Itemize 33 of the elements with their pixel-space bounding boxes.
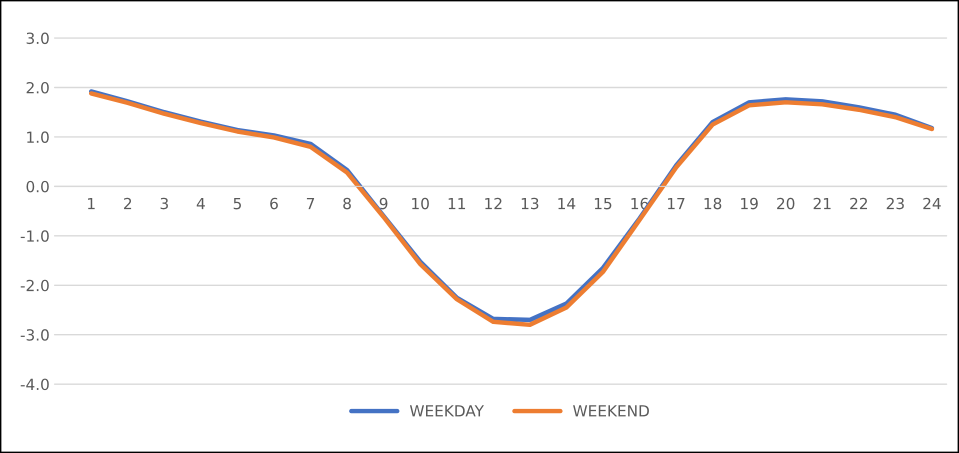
x-tick-label: 11 bbox=[448, 198, 466, 210]
x-tick-label: 1 bbox=[88, 198, 95, 210]
x-tick-label: 23 bbox=[886, 198, 904, 210]
x-tick-label: 8 bbox=[343, 198, 351, 210]
y-tick-label: 2.0 bbox=[26, 82, 49, 94]
x-tick-label: 4 bbox=[196, 198, 205, 210]
x-tick-label: 6 bbox=[270, 198, 278, 210]
x-tick-label: 5 bbox=[234, 198, 241, 210]
x-tick-label: 10 bbox=[412, 198, 429, 210]
x-tick-label: 9 bbox=[380, 198, 388, 210]
y-tick-label: -1.0 bbox=[20, 230, 49, 242]
x-tick-label: 24 bbox=[923, 198, 941, 210]
x-tick-label: 18 bbox=[704, 198, 722, 210]
y-tick-label: -2.0 bbox=[20, 280, 49, 292]
y-tick-label: 1.0 bbox=[27, 131, 49, 143]
legend-label: WEEKDAY bbox=[410, 405, 484, 416]
x-tick-label: 13 bbox=[522, 198, 538, 210]
x-tick-label: 15 bbox=[594, 198, 612, 210]
x-tick-label: 21 bbox=[814, 198, 831, 210]
x-tick-label: 3 bbox=[160, 198, 168, 210]
x-tick-label: 2 bbox=[124, 198, 132, 210]
x-tick-label: 7 bbox=[306, 198, 314, 210]
x-tick-label: 22 bbox=[850, 198, 867, 210]
x-tick-label: 20 bbox=[777, 198, 794, 210]
x-tick-label: 17 bbox=[668, 198, 684, 210]
legend-label: WEEKEND bbox=[573, 405, 649, 416]
y-tick-label: 0.0 bbox=[26, 180, 49, 192]
x-tick-label: 19 bbox=[741, 198, 758, 210]
x-tick-label: 12 bbox=[485, 198, 502, 210]
y-tick-label: -3.0 bbox=[20, 329, 49, 341]
y-tick-label: -4.0 bbox=[20, 378, 49, 390]
y-tick-label: 3.0 bbox=[26, 32, 49, 44]
x-tick-label: 14 bbox=[558, 198, 576, 210]
